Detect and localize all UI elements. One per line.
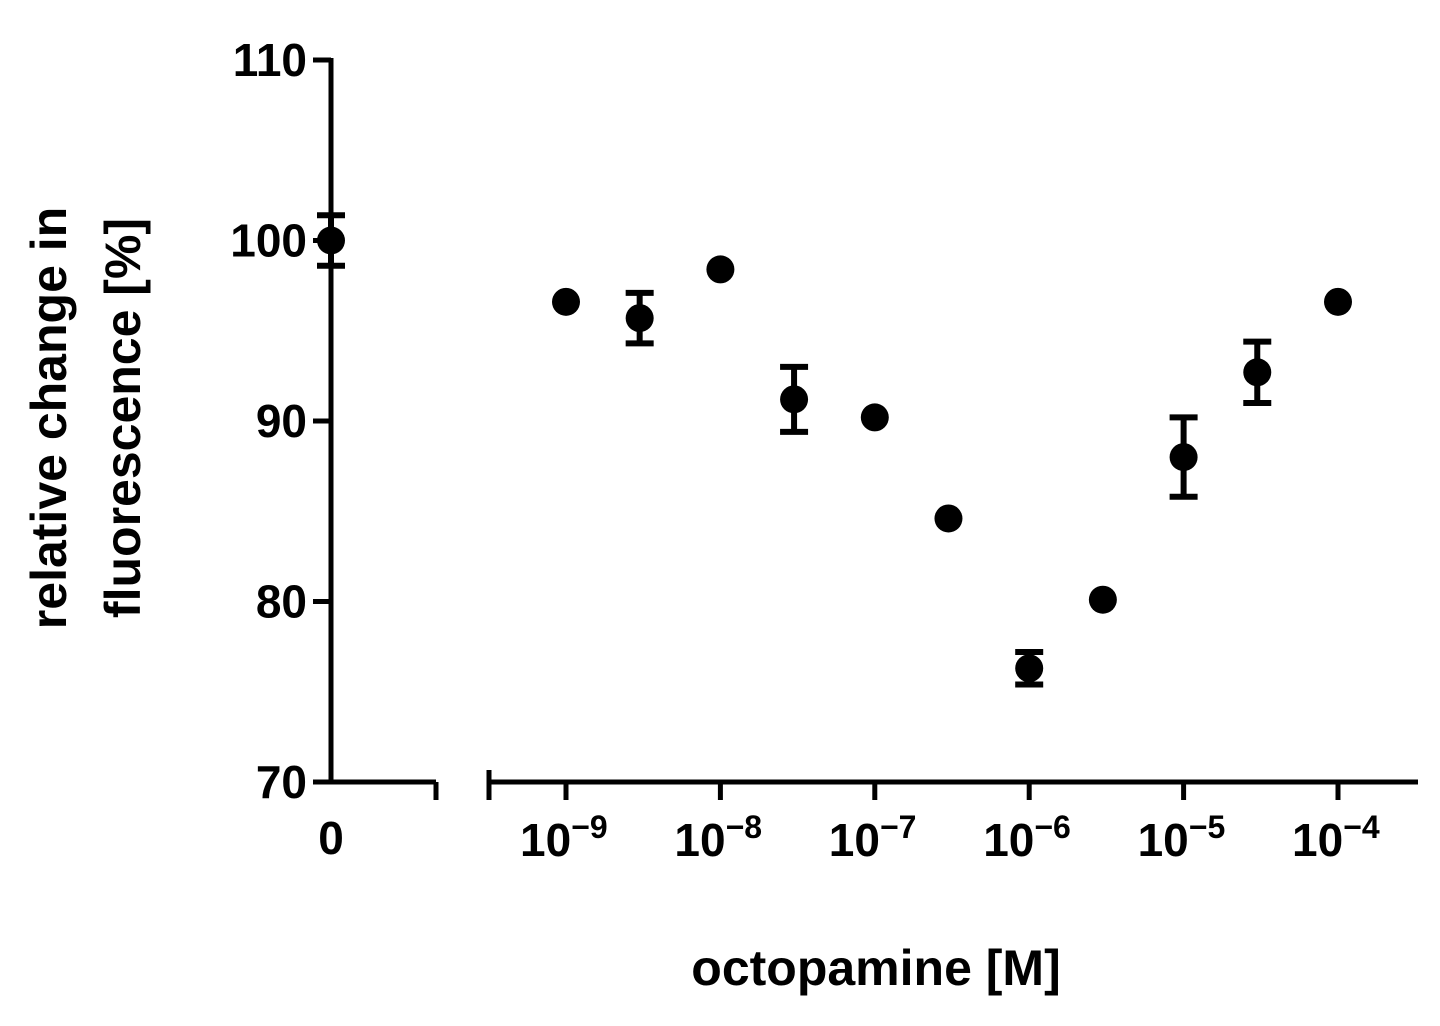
x-tick-label: 10−8: [674, 809, 762, 866]
y-axis-title-line-2: fluorescence [%]: [95, 218, 151, 618]
axes: 70 80 90 100 110 0 10−9 10−8 10−7 10−6 10−5 10−4: [230, 34, 1418, 866]
data-point-group: [1169, 414, 1198, 500]
data-marks: [317, 212, 1352, 688]
data-point-group: [706, 255, 735, 284]
data-point: [934, 504, 963, 533]
data-point: [625, 304, 654, 333]
x-tick-label-zero: 0: [318, 812, 344, 864]
y-tick-label: 110: [233, 34, 307, 86]
data-point-group: [552, 287, 580, 316]
data-point-group: [780, 363, 809, 435]
y-tick-label: 80: [256, 576, 307, 628]
x-tick-label: 10−4: [1292, 809, 1380, 866]
data-point: [1243, 358, 1272, 387]
data-point: [1324, 287, 1352, 316]
data-point: [860, 403, 889, 432]
data-point-group: [860, 403, 889, 432]
data-point: [317, 226, 345, 255]
control-point: [317, 212, 345, 269]
data-point-group: [1324, 287, 1352, 316]
data-point-group: [1015, 649, 1044, 688]
data-point: [780, 385, 809, 414]
y-tick-label: 90: [256, 395, 307, 447]
x-axis-title: octopamine [M]: [691, 940, 1060, 996]
data-point-group: [1088, 585, 1117, 614]
data-point-group: [934, 504, 963, 533]
data-point: [706, 255, 735, 284]
y-axis-title-line-1: relative change in: [21, 207, 77, 629]
x-tick-label: 10−9: [520, 809, 608, 866]
data-point: [1169, 443, 1198, 472]
data-point-group: [1243, 338, 1272, 406]
y-tick-label: 100: [230, 215, 307, 267]
y-tick-label: 70: [256, 756, 307, 808]
x-tick-label: 10−5: [1138, 809, 1226, 866]
data-point: [1088, 585, 1117, 614]
data-point: [552, 287, 580, 316]
data-point: [1015, 654, 1044, 683]
data-point-group: [625, 289, 654, 347]
x-tick-label: 10−7: [829, 809, 917, 866]
x-tick-label: 10−6: [983, 809, 1071, 866]
